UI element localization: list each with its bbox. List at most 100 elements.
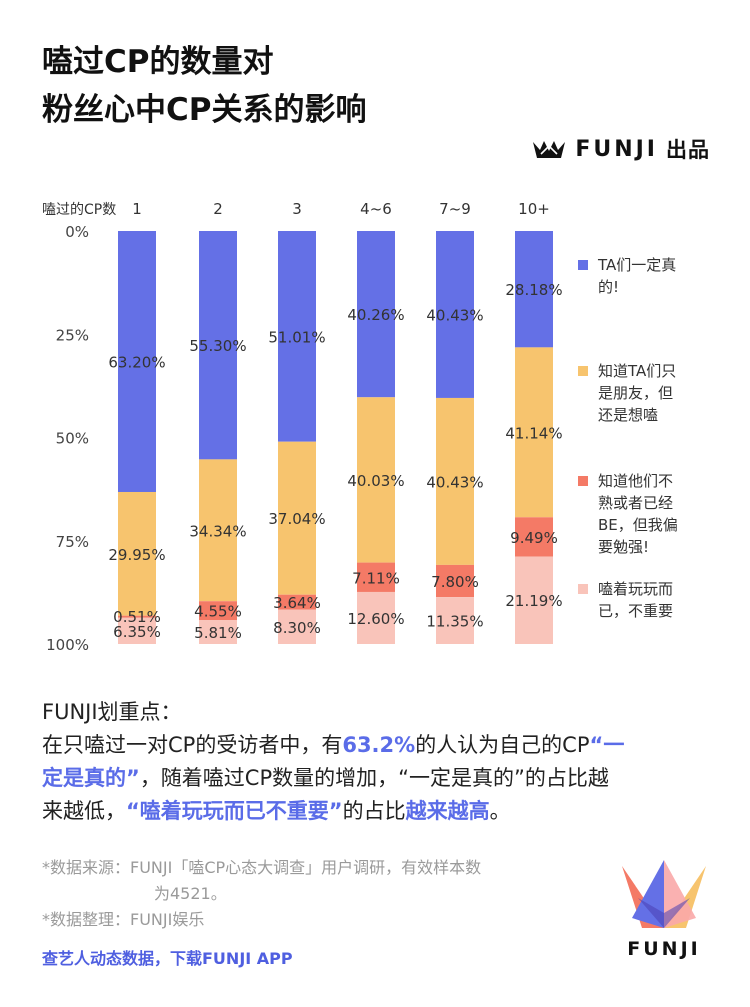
highlight-percent: 63.2% (342, 733, 416, 757)
bar-segment (278, 231, 316, 442)
legend-label: 嗑着玩玩而 (598, 580, 674, 598)
bar-segment (278, 441, 316, 595)
data-label: 7.11% (352, 569, 400, 587)
brand-mark: FUNJI 出品 (531, 134, 710, 164)
data-label: 40.03% (347, 472, 404, 490)
bar-segment (199, 601, 237, 621)
insight-line-1: 在只嗑过一对CP的受访者中，有63.2%的人认为自己的CP“一 (42, 733, 625, 757)
bar-segment (199, 620, 237, 644)
data-label: 51.01% (268, 328, 325, 346)
category-label: 4~6 (360, 200, 392, 218)
legend-label: 熟或者已经 (598, 494, 674, 512)
data-label: 63.20% (108, 353, 165, 371)
data-label: 7.80% (431, 573, 479, 591)
legend-label: 的! (598, 278, 620, 296)
data-label: 0.51% (113, 608, 161, 626)
footnotes: *数据来源：FUNJI「嗑CP心态大调查」用户调研，有效样本数 为4521。 *… (42, 855, 642, 933)
bar-segment (118, 617, 156, 644)
logo-word: FUNJI (627, 938, 701, 960)
bar-segment (118, 615, 156, 618)
legend-label: BE，但我偏 (598, 516, 678, 534)
bar-segment (278, 609, 316, 644)
bar-segment (357, 562, 395, 592)
data-label: 40.26% (347, 306, 404, 324)
legend-item: 知道他们不熟或者已经 BE，但我偏 要勉强! (578, 470, 718, 558)
data-label: 4.55% (194, 603, 242, 621)
funji-logo: FUNJI (616, 858, 712, 960)
bar-segment (278, 594, 316, 610)
stacked-bar-chart: 0% 25% 50% 75% 100% 嗑过的CP数 1 2 3 4~6 7~9 10+ 63.20% 2… (42, 200, 563, 654)
x-axis-title: 嗑过的CP数 (42, 202, 116, 218)
y-tick-label: 50% (56, 430, 89, 448)
bar-segment (357, 591, 395, 644)
data-label: 29.95% (108, 546, 165, 564)
category-label: 2 (213, 200, 223, 218)
category-label: 10+ (518, 200, 550, 218)
legend-label: 知道TA们只 (598, 362, 677, 380)
bar-segment (515, 517, 553, 557)
bar-segment (357, 231, 395, 398)
legend-label: 是朋友，但 (598, 384, 674, 402)
legend-label: 知道他们不 (598, 472, 674, 490)
legend-swatch (578, 260, 588, 270)
download-app-link[interactable]: 查艺人动态数据，下载FUNJI APP (42, 949, 293, 968)
data-label: 55.30% (189, 337, 246, 355)
bar-segment (515, 231, 553, 348)
insight-line-2: 定是真的”，随着嗑过CP数量的增加，“一定是真的”的占比越 (42, 766, 609, 790)
y-tick-label: 100% (46, 636, 89, 654)
source-note: *数据来源：FUNJI「嗑CP心态大调查」用户调研，有效样本数 (42, 858, 482, 877)
bar-segment (118, 491, 156, 616)
y-tick-label: 75% (56, 533, 89, 551)
funji-crown-logo-icon (622, 860, 706, 928)
legend-item: TA们一定真 的! (578, 254, 718, 298)
bar-segment (118, 231, 156, 492)
legend-label: TA们一定真 (598, 256, 677, 274)
bar-segment (199, 459, 237, 602)
data-label: 34.34% (189, 522, 246, 540)
page-title: 嗑过CP的数量对 粉丝心中CP关系的影响 (42, 38, 366, 134)
bar-segment (436, 231, 474, 398)
bar-segment (436, 564, 474, 598)
category-label: 3 (292, 200, 302, 218)
brand-suffix: 出品 (666, 138, 710, 162)
insight-block: FUNJI划重点： 在只嗑过一对CP的受访者中，有63.2%的人认为自己的CP“… (42, 696, 712, 828)
legend-swatch (578, 366, 588, 376)
data-label: 40.43% (426, 306, 483, 324)
bar-segment (515, 347, 553, 518)
bar-segment (199, 231, 237, 460)
source-note-cont: 为4521。 (154, 884, 227, 903)
legend-item: 知道TA们只 是朋友，但还是想嗑 (578, 360, 718, 426)
data-label: 37.04% (268, 510, 325, 528)
y-tick-label: 25% (56, 326, 89, 344)
legend-swatch (578, 584, 588, 594)
crown-icon (533, 141, 566, 158)
legend-label: 已，不重要 (598, 602, 674, 620)
data-label: 5.81% (194, 624, 242, 642)
bar-segment (436, 597, 474, 644)
data-label: 6.35% (113, 623, 161, 641)
insight-heading: FUNJI划重点： (42, 700, 182, 724)
data-label: 8.30% (273, 619, 321, 637)
organizer-note: *数据整理：FUNJI娱乐 (42, 910, 205, 929)
category-label: 7~9 (439, 200, 471, 218)
legend-label: 要勉强! (598, 538, 650, 556)
legend-item: 嗑着玩玩而已，不重要 (578, 578, 718, 622)
data-label: 9.49% (510, 529, 558, 547)
insight-line-3: 来越低，“嗑着玩玩而已不重要”的占比越来越高。 (42, 799, 511, 823)
data-label: 28.18% (505, 281, 562, 299)
legend-label: 还是想嗑 (598, 406, 659, 424)
data-label: 12.60% (347, 610, 404, 628)
bar-segment (515, 556, 553, 644)
bar-segment (436, 397, 474, 565)
brand-name: FUNJI (575, 136, 658, 162)
data-label: 21.19% (505, 592, 562, 610)
category-label: 1 (132, 200, 142, 218)
data-label: 41.14% (505, 424, 562, 442)
data-label: 40.43% (426, 473, 483, 491)
data-label: 11.35% (426, 613, 483, 631)
data-label: 3.64% (273, 594, 321, 612)
y-tick-label: 0% (65, 223, 89, 241)
bar-segment (357, 397, 395, 563)
title-line-1: 嗑过CP的数量对 (42, 44, 274, 80)
title-line-2: 粉丝心中CP关系的影响 (42, 92, 367, 128)
